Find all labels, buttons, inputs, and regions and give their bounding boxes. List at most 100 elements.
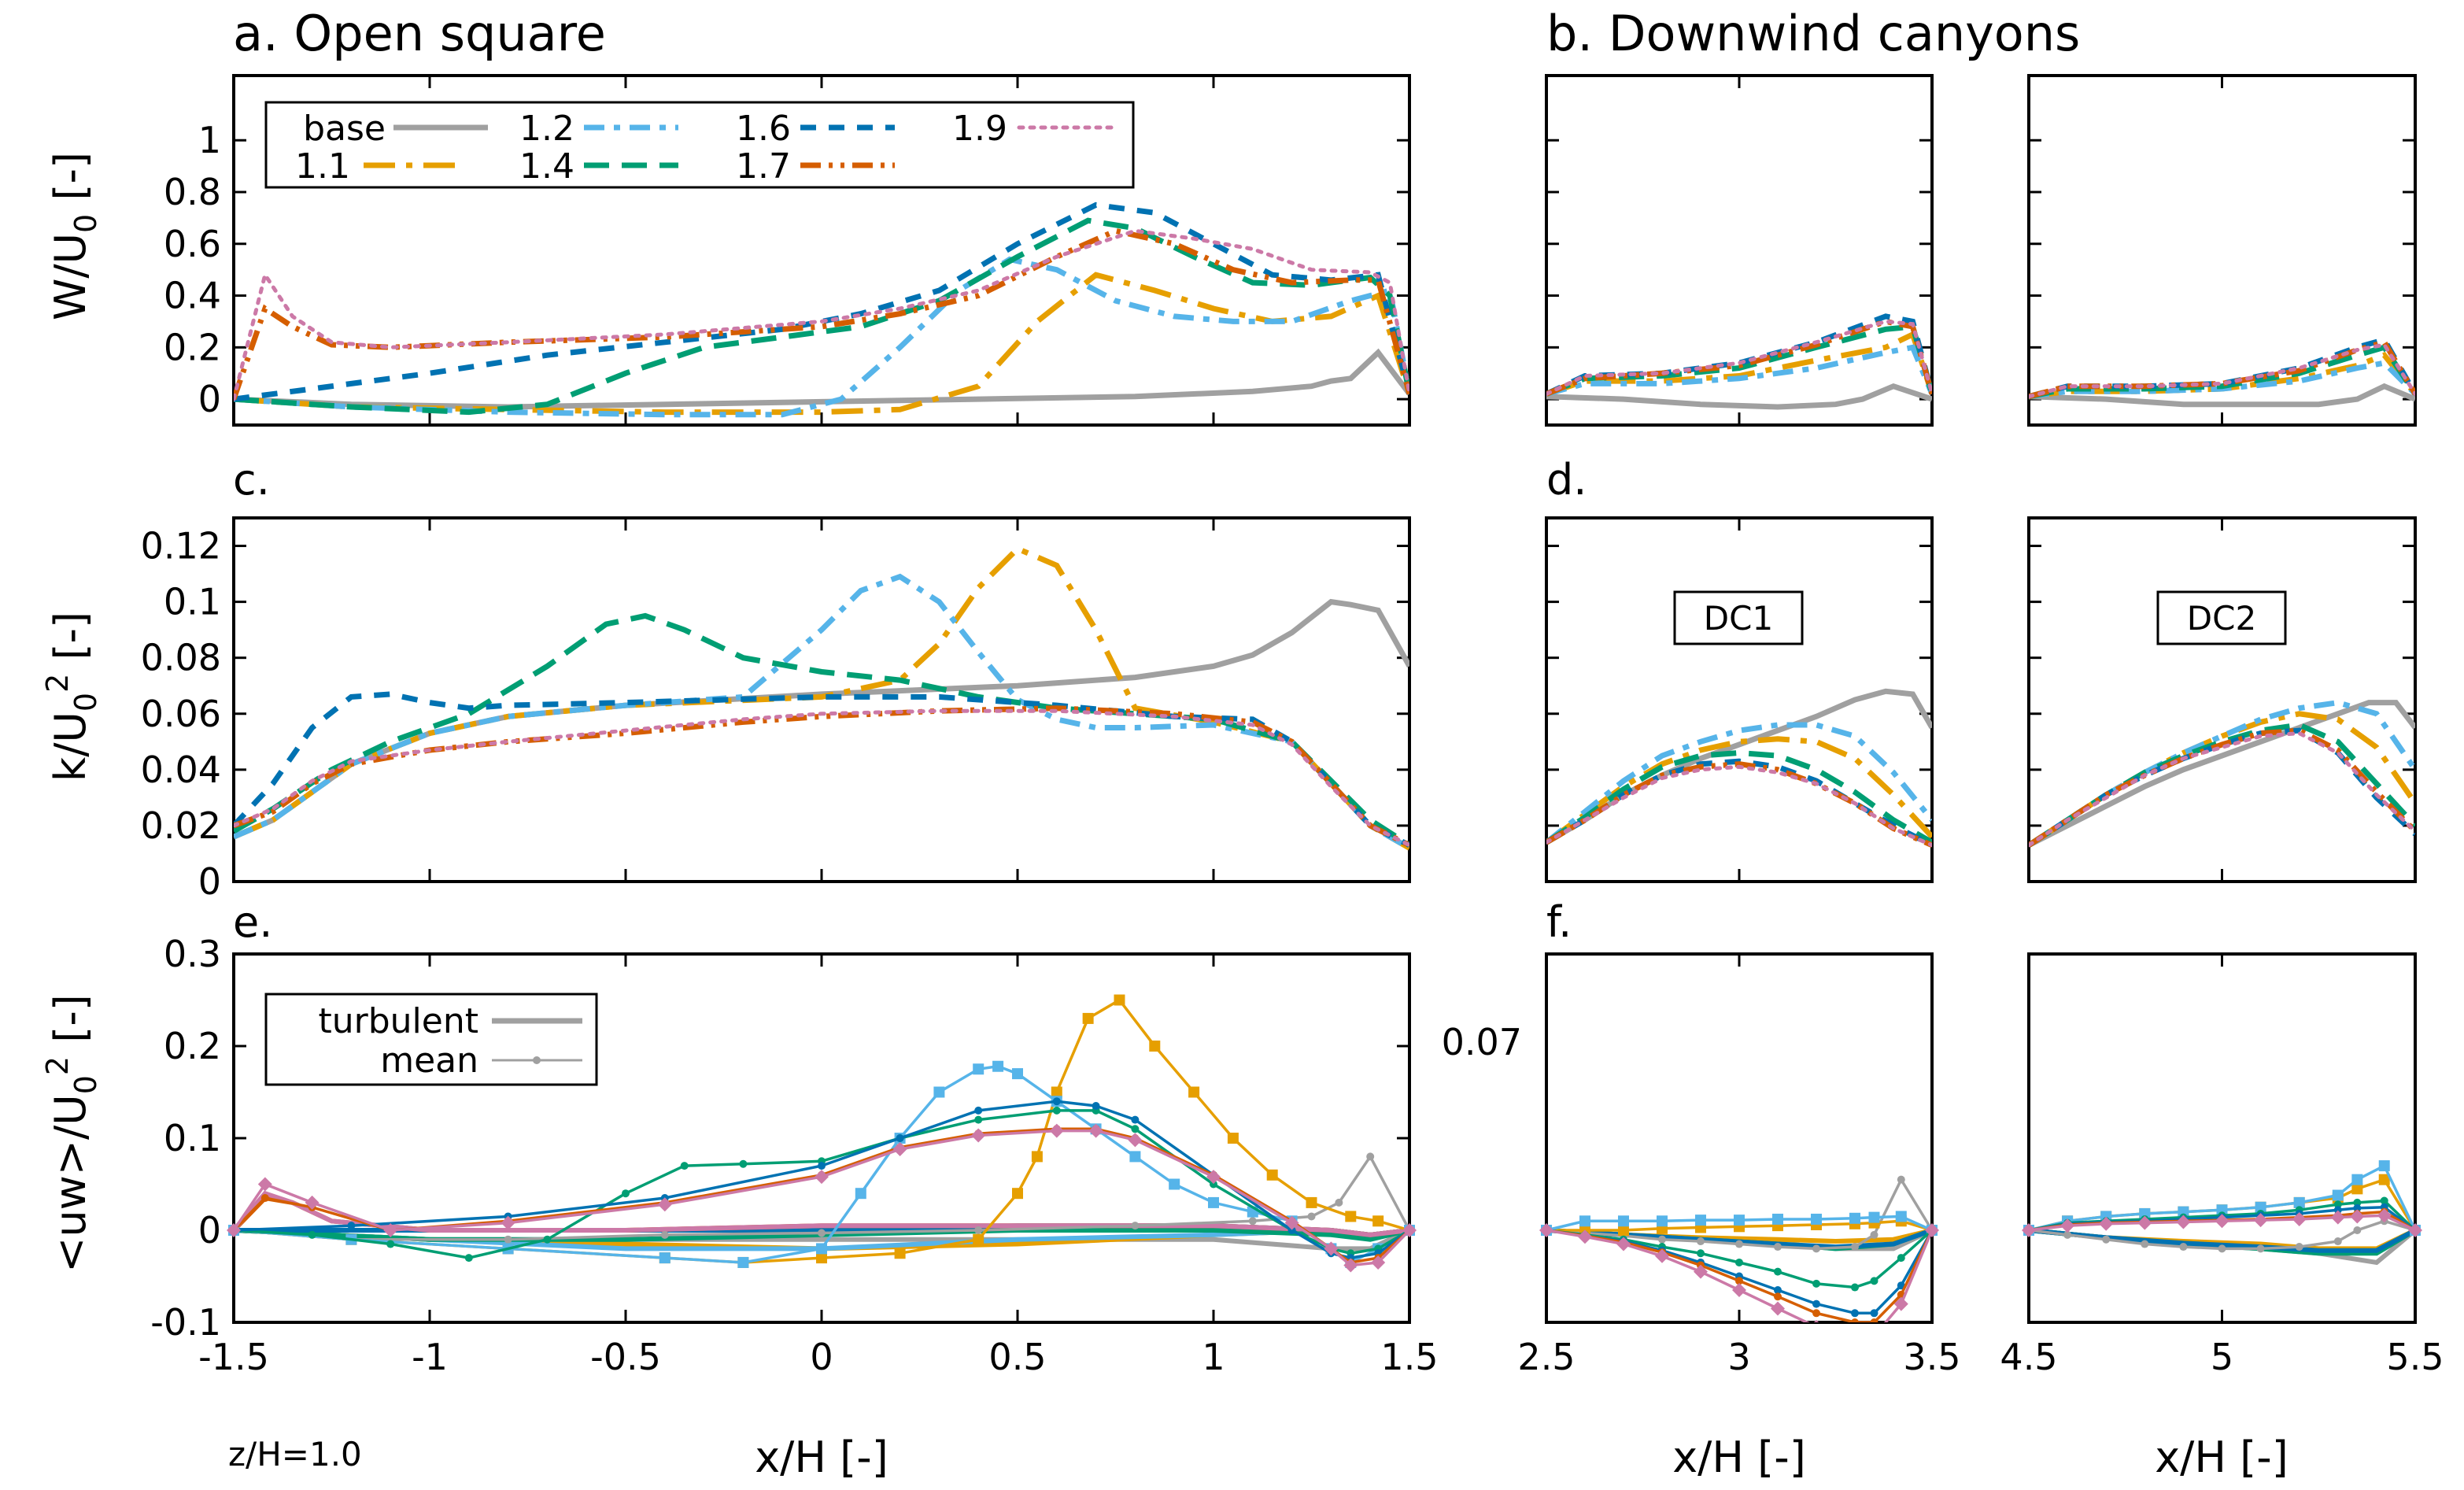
series-line-c-1.7 [234, 705, 1409, 848]
mean-marker-e-1.6 [1052, 1097, 1061, 1106]
mean-marker-f1-1.9 [1578, 1229, 1592, 1244]
mean-marker-e-1.4 [1131, 1125, 1140, 1133]
mean-marker-e-1.6 [818, 1162, 826, 1170]
y-tick-label-a: 1 [198, 119, 221, 161]
mean-marker-e-1.1 [894, 1248, 906, 1259]
mean-marker-e-1.9 [1049, 1123, 1064, 1138]
mean-marker-e-1.9 [1343, 1258, 1358, 1273]
mean-marker-e-1.1 [1051, 1086, 1062, 1098]
mean-marker-f1-1.9 [1813, 1319, 1819, 1322]
mean-marker-f1-1.4 [1774, 1267, 1782, 1276]
y-tick-label-e: 0.3 [164, 933, 221, 975]
mean-marker-f1-1.7 [1812, 1309, 1820, 1318]
mean-marker-e-1.4 [1052, 1106, 1061, 1115]
mean-marker-e-base [1366, 1152, 1375, 1161]
mean-marker-f2-1.9 [2377, 1208, 2392, 1223]
x-tick-label-e: 0.5 [988, 1336, 1046, 1378]
mean-marker-e-base [1248, 1217, 1257, 1226]
flux-group-e [227, 994, 1417, 1273]
mean-marker-e-1.7 [260, 1194, 269, 1203]
mean-marker-e-1.9 [815, 1170, 829, 1185]
y-tick-label-e: 0 [198, 1209, 221, 1252]
series-line-d1-1.9 [1546, 764, 1932, 848]
series-line-b1-1.2 [1546, 344, 1932, 397]
panel-d-dc2-k [2027, 516, 2417, 883]
mean-marker-e-base [1335, 1198, 1343, 1207]
mean-marker-e-1.6 [974, 1106, 983, 1115]
mean-marker-e-1.9 [383, 1223, 398, 1237]
y-tick-label-a: 0 [198, 378, 221, 420]
mean-marker-e-1.1 [1188, 1086, 1200, 1098]
flux-group-f2 [2022, 1160, 2422, 1266]
mean-marker-e-1.9 [1206, 1170, 1221, 1185]
x-tick-label-e: -0.5 [590, 1336, 661, 1378]
mean-marker-e-base [1131, 1222, 1140, 1230]
y-tick-label-e: 0.1 [164, 1117, 221, 1159]
mean-marker-f1-base [1897, 1175, 1905, 1184]
mean-marker-e-1.1 [1114, 994, 1125, 1006]
mean-marker-f1-1.4 [1812, 1279, 1820, 1288]
mean-marker-f1-1.2 [1772, 1213, 1783, 1225]
mean-marker-f1-1.7 [1735, 1277, 1743, 1285]
label-c: c. [233, 455, 270, 505]
series-group-c [234, 545, 1409, 851]
mean-marker-f2-1.9 [2292, 1211, 2307, 1226]
series-line-b1-1.1 [1546, 331, 1932, 397]
mean-marker-e-1.1 [1227, 1133, 1239, 1144]
y-tick-label-a: 0.6 [164, 223, 221, 265]
series-line-b2-base [2029, 383, 2415, 408]
mean-marker-e-base [1307, 1212, 1316, 1221]
mean-marker-f2-base [2063, 1230, 2072, 1239]
mean-marker-e-base [504, 1235, 512, 1244]
mean-marker-f1-1.4 [1897, 1254, 1905, 1263]
y-tick-label-e: -0.1 [150, 1301, 221, 1344]
x-tick-label-e: 1.5 [1380, 1336, 1438, 1378]
mean-marker-f2-1.1 [2378, 1174, 2390, 1185]
mean-marker-e-1.2 [933, 1086, 945, 1098]
mean-marker-f2-1.6 [2353, 1203, 2362, 1212]
mean-marker-f2-base [2333, 1237, 2342, 1246]
series-line-b1-1.7 [1546, 318, 1932, 397]
mean-marker-f1-1.2 [1849, 1212, 1860, 1224]
mean-marker-e-1.9 [227, 1223, 241, 1237]
series-group-d2 [2029, 700, 2415, 848]
series-line-b2-1.9 [2029, 342, 2415, 399]
series-line-a-1.7 [234, 227, 1409, 401]
panel-f-dc2-uw: 4.5 5 5.5 [2000, 952, 2444, 1378]
mean-marker-f1-1.2 [1618, 1215, 1629, 1227]
mean-marker-e-1.2 [973, 1063, 984, 1075]
mean-marker-f1-base [1658, 1235, 1666, 1244]
mean-marker-f1-1.9 [1539, 1223, 1553, 1237]
z-h-note: z/H=1.0 [228, 1435, 362, 1473]
mean-marker-e-1.9 [657, 1197, 672, 1212]
mean-marker-f2-base [2102, 1235, 2111, 1244]
x-tick-label-f2: 5 [2211, 1336, 2233, 1378]
mean-marker-e-1.1 [1345, 1211, 1357, 1222]
mean-marker-f2-1.1 [2351, 1183, 2363, 1195]
legend-label-1.1: 1.1 [295, 146, 350, 187]
mean-marker-f1-1.2 [1868, 1211, 1880, 1223]
mean-line-f1-1.4 [1546, 1229, 1934, 1289]
mean-marker-f1-1.9 [1893, 1296, 1908, 1311]
legend-label-1.7: 1.7 [736, 146, 791, 187]
mean-marker-f1-1.7 [1851, 1318, 1859, 1322]
ylabel-k: k/U02 [-] [40, 612, 103, 782]
series-line-a-1.9 [234, 228, 1409, 401]
mean-marker-f1-1.4 [1851, 1283, 1859, 1292]
series-line-a-1.6 [234, 202, 1409, 402]
y-tick-label-c: 0.12 [141, 525, 221, 568]
mean-marker-f2-1.9 [2137, 1215, 2152, 1230]
series-line-d2-base [2029, 700, 2415, 848]
mean-marker-e-base [660, 1230, 669, 1239]
mean-marker-f1-1.2 [1695, 1215, 1706, 1226]
mean-marker-e-1.4 [974, 1115, 983, 1124]
mean-marker-e-1.1 [1031, 1151, 1043, 1163]
mean-marker-f2-1.9 [2330, 1210, 2345, 1225]
mean-marker-f1-1.2 [1895, 1211, 1907, 1222]
mean-marker-e-1.4 [464, 1254, 473, 1263]
mean-marker-f2-1.9 [2215, 1214, 2229, 1229]
dc2-box [2156, 590, 2287, 645]
